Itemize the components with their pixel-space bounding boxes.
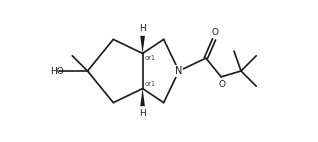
Text: N: N [175, 66, 183, 76]
Text: O: O [211, 28, 218, 36]
Text: HO: HO [50, 66, 64, 76]
Text: or1: or1 [145, 55, 156, 61]
Text: H: H [139, 24, 146, 33]
Text: O: O [218, 80, 225, 89]
Text: or1: or1 [145, 81, 156, 87]
Text: H: H [139, 109, 146, 118]
Polygon shape [140, 89, 145, 106]
Polygon shape [140, 36, 145, 53]
